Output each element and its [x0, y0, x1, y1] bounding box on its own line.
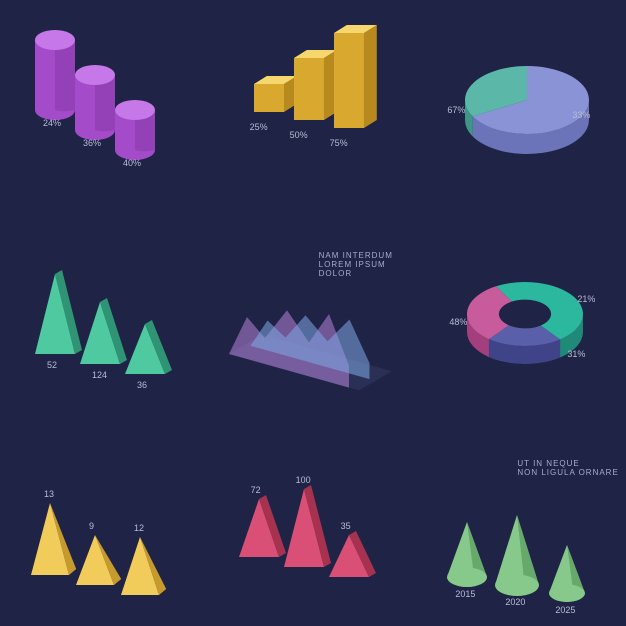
cone-chart: 2015 2020 2025 UT IN NEQUENON LIGULA ORNARE — [417, 417, 626, 626]
value-label: 2015 — [455, 589, 475, 599]
value-label: 40% — [123, 158, 141, 168]
value-label: 100 — [296, 475, 311, 485]
value-label: 35 — [341, 521, 351, 531]
value-label: 21% — [577, 294, 595, 304]
value-label: 2020 — [505, 597, 525, 607]
value-label: 25% — [250, 122, 268, 132]
prism-chart-1: 52 124 36 — [0, 209, 209, 418]
donut-chart: 48% 21% 31% — [417, 209, 626, 418]
pie-chart: 67% 33% — [417, 0, 626, 209]
value-label: 36 — [137, 380, 147, 390]
cylinder-chart: 24% 36% 40% — [0, 0, 209, 209]
value-label: 36% — [83, 138, 101, 148]
value-label: 124 — [92, 370, 107, 380]
box-chart: 25% 50% 75% — [209, 0, 418, 209]
value-label: 67% — [447, 105, 465, 115]
value-label: 12 — [134, 523, 144, 533]
chart-title: NAM INTERDUMLOREM IPSUM DOLOR — [319, 251, 418, 278]
chart-title: UT IN NEQUENON LIGULA ORNARE — [517, 459, 618, 477]
value-label: 24% — [43, 118, 61, 128]
value-label: 33% — [572, 110, 590, 120]
value-label: 2025 — [555, 605, 575, 615]
value-label: 9 — [89, 521, 94, 531]
value-label: 75% — [330, 138, 348, 148]
value-label: 48% — [449, 317, 467, 327]
value-label: 52 — [47, 360, 57, 370]
pyramid-chart: 13 9 12 — [0, 417, 209, 626]
value-label: 50% — [290, 130, 308, 140]
value-label: 13 — [44, 489, 54, 499]
area-chart: NAM INTERDUMLOREM IPSUM DOLOR — [209, 209, 418, 418]
value-label: 72 — [251, 485, 261, 495]
prism-chart-2: 72 100 35 — [209, 417, 418, 626]
value-label: 31% — [567, 349, 585, 359]
